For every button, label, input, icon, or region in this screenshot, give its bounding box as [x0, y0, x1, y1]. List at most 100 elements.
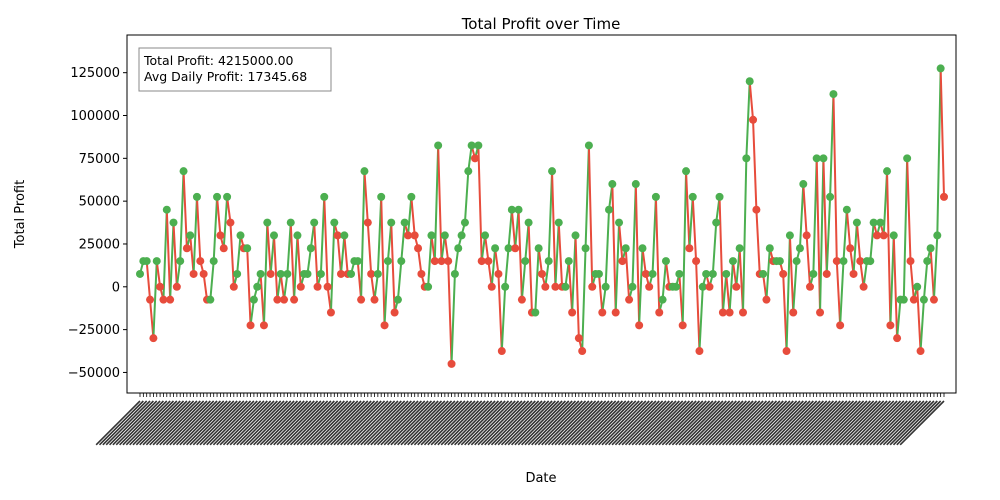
x-tick-label: [477, 400, 523, 446]
x-tick-label: [410, 400, 456, 446]
line-segment: [296, 234, 302, 288]
line-segment: [551, 170, 557, 288]
x-tick-label: [594, 400, 640, 446]
line-segment: [902, 157, 909, 301]
x-tick-label-glyphs: [427, 400, 473, 446]
x-tick-label: [450, 400, 496, 446]
data-point: [450, 269, 459, 278]
line-segment: [490, 247, 497, 288]
x-tick-label-glyphs: [102, 400, 148, 446]
x-tick-label-glyphs: [249, 400, 295, 446]
data-point: [162, 205, 171, 214]
data-point: [638, 244, 647, 253]
data-point: [149, 334, 158, 343]
line-segment: [162, 208, 168, 301]
data-point: [323, 282, 332, 291]
x-tick-label: [591, 400, 637, 446]
data-point: [675, 269, 684, 278]
x-tick-label-glyphs: [799, 400, 845, 446]
x-tick-label: [641, 400, 687, 446]
x-tick-label-glyphs: [206, 400, 252, 446]
x-tick-label: [504, 400, 550, 446]
data-point: [273, 295, 282, 304]
x-tick-label: [899, 400, 945, 446]
data-point: [206, 295, 215, 304]
line-segment: [845, 208, 852, 250]
x-tick-label-glyphs: [678, 400, 724, 446]
x-tick-label: [514, 400, 560, 446]
data-point: [846, 244, 855, 253]
x-tick-label-glyphs: [309, 400, 355, 446]
x-tick-label: [413, 400, 459, 446]
data-point: [146, 295, 155, 304]
line-segment: [477, 144, 483, 263]
x-tick-label-glyphs: [407, 400, 453, 446]
data-point: [471, 154, 479, 163]
line-segment: [745, 80, 751, 160]
x-tick-label: [343, 400, 389, 446]
data-point: [333, 231, 342, 240]
data-point: [360, 167, 369, 176]
data-point: [270, 231, 278, 240]
x-tick-label: [102, 400, 148, 446]
x-tick-label: [313, 400, 359, 446]
x-tick-label: [718, 400, 764, 446]
data-point: [893, 334, 902, 343]
x-tick-label-glyphs: [588, 400, 634, 446]
data-point: [568, 308, 577, 317]
x-tick-label: [320, 400, 366, 446]
line-segment: [427, 234, 433, 288]
line-segment: [785, 234, 791, 353]
data-point: [404, 231, 412, 240]
x-tick-label-glyphs: [276, 400, 322, 446]
data-point: [296, 282, 305, 291]
x-axis-label: Date: [525, 471, 556, 486]
data-point: [615, 218, 624, 227]
x-tick-label: [175, 400, 221, 446]
x-tick-label: [353, 400, 399, 446]
x-tick-label-glyphs: [772, 400, 818, 446]
data-point: [236, 231, 245, 240]
line-segment: [685, 170, 691, 250]
data-point: [521, 257, 530, 266]
y-tick-label: 0: [112, 280, 120, 295]
x-tick-label-glyphs: [718, 400, 764, 446]
x-tick-label: [457, 400, 503, 446]
x-tick-label-glyphs: [125, 400, 171, 446]
data-point: [213, 192, 222, 201]
x-tick-label-glyphs: [835, 400, 881, 446]
x-tick-label: [246, 400, 292, 446]
x-tick-label: [648, 400, 694, 446]
x-tick-label-glyphs: [447, 400, 493, 446]
x-tick-label: [715, 400, 761, 446]
x-tick-label: [105, 400, 151, 446]
data-point: [728, 257, 737, 266]
x-tick-label-glyphs: [487, 400, 533, 446]
line-segment: [611, 183, 617, 314]
x-tick-label-glyphs: [695, 400, 741, 446]
x-tick-label: [665, 400, 711, 446]
x-tick-label: [705, 400, 751, 446]
x-tick-label: [651, 400, 697, 446]
x-tick-label: [500, 400, 546, 446]
x-tick-label-glyphs: [299, 400, 345, 446]
x-tick-label-glyphs: [815, 400, 861, 446]
x-tick-label: [470, 400, 516, 446]
x-tick-label: [534, 400, 580, 446]
x-tick-label-glyphs: [343, 400, 389, 446]
x-tick-label-glyphs: [263, 400, 309, 446]
x-tick-label-glyphs: [202, 400, 248, 446]
data-point: [347, 269, 356, 278]
data-point: [916, 347, 925, 356]
x-tick-label: [584, 400, 630, 446]
line-segment: [222, 195, 229, 250]
x-tick-label-glyphs: [209, 400, 255, 446]
line-segment: [276, 272, 282, 301]
x-tick-label: [681, 400, 727, 446]
x-tick-label: [383, 400, 429, 446]
x-tick-label: [330, 400, 376, 446]
x-tick-label-glyphs: [142, 400, 188, 446]
line-segment: [869, 221, 875, 263]
x-tick-label-glyphs: [303, 400, 349, 446]
x-tick-label: [775, 400, 821, 446]
